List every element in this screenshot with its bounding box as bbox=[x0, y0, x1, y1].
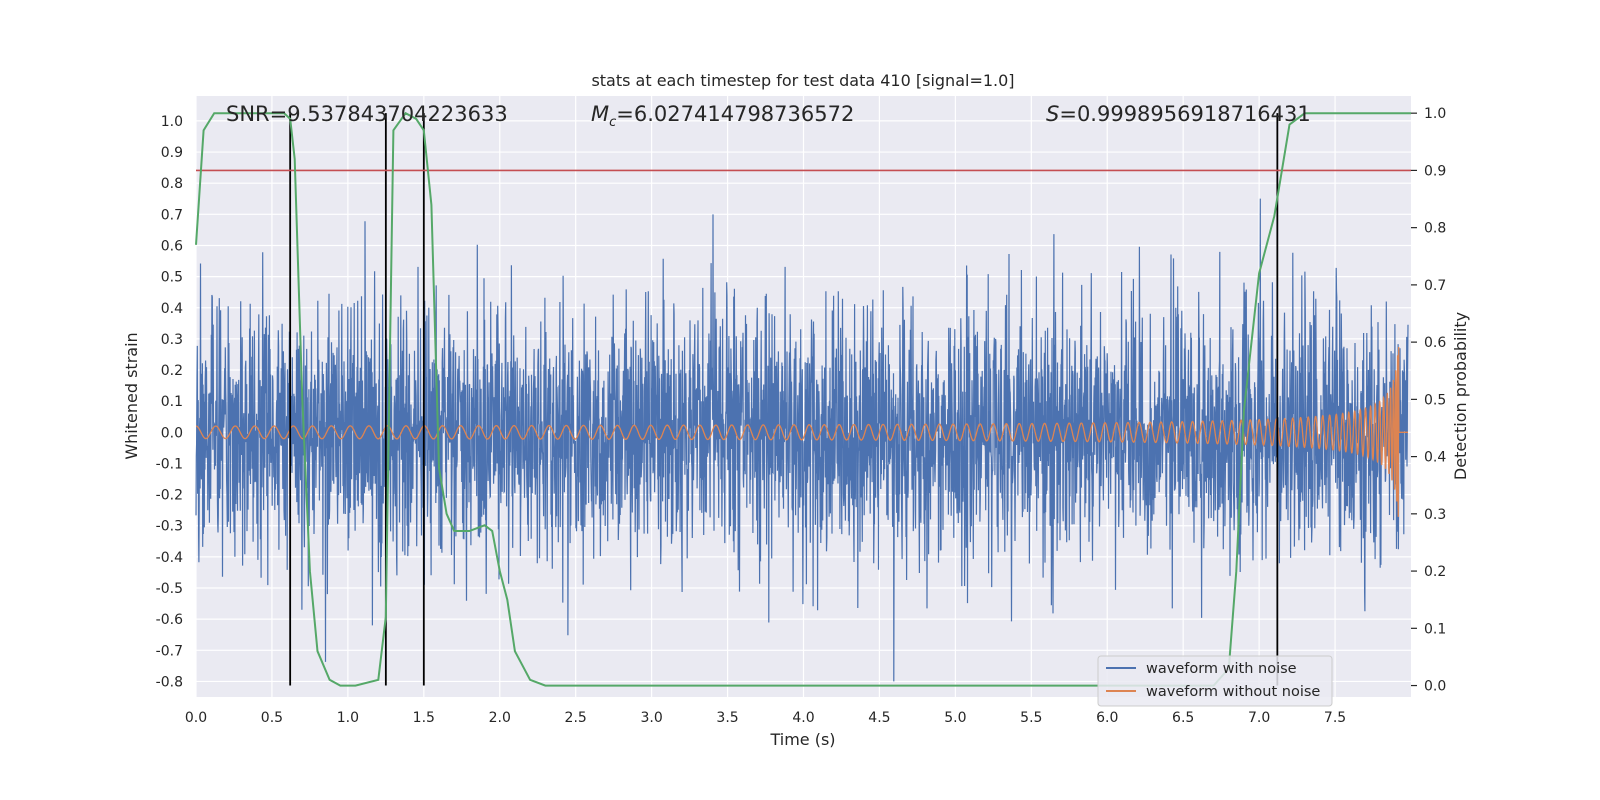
legend-box bbox=[1097, 655, 1333, 707]
x-tick-label-11: 5.5 bbox=[1020, 710, 1042, 726]
y-right-tick-label-1: 0.9 bbox=[1424, 163, 1446, 179]
y-right-tick-label-3: 0.7 bbox=[1424, 278, 1446, 294]
y-tick-label-17: -0.7 bbox=[156, 643, 183, 659]
chirp-mass-value: =6.027414798736572 bbox=[616, 102, 854, 126]
x-axis-ticks: 0.0 0.5 1.0 1.5 2.0 2.5 3.0 3.5 4.0 4.5 5.0 5.5 6.0 6… bbox=[185, 710, 1346, 726]
legend-label-chirp: waveform without noise bbox=[1146, 684, 1320, 700]
y-axis-label: Whitened strain bbox=[122, 332, 141, 459]
y-tick-label-6: 0.4 bbox=[161, 301, 183, 317]
y-tick-label-1: 0.9 bbox=[161, 145, 183, 161]
y-tick-label-11: -0.1 bbox=[156, 456, 183, 472]
y-right-tick-label-2: 0.8 bbox=[1424, 221, 1446, 237]
chirp-mass-symbol: M bbox=[591, 102, 609, 126]
y-tick-label-8: 0.2 bbox=[161, 363, 183, 379]
y-right-tick-label-8: 0.2 bbox=[1424, 564, 1446, 580]
chirp-trace bbox=[195, 346, 1408, 517]
chirp-mass-subscript: c bbox=[609, 115, 616, 130]
series-waveform-with-noise bbox=[195, 198, 1409, 682]
y-right-tick-label-0: 1.0 bbox=[1424, 106, 1446, 122]
y-right-tick-label-9: 0.1 bbox=[1424, 621, 1446, 637]
detection-stat-symbol: S bbox=[1046, 102, 1059, 126]
y-right-tick-label-5: 0.5 bbox=[1424, 392, 1446, 408]
x-tick-label-6: 3.0 bbox=[640, 710, 662, 726]
y-tick-label-7: 0.3 bbox=[161, 332, 183, 348]
y-right-tick-label-4: 0.6 bbox=[1424, 335, 1446, 351]
chirp-mass-annotation: Mc=6.027414798736572 bbox=[591, 102, 854, 130]
y-tick-label-12: -0.2 bbox=[156, 488, 183, 504]
noise-trace bbox=[195, 198, 1409, 682]
x-tick-label-0: 0.0 bbox=[185, 710, 207, 726]
x-tick-label-12: 6.0 bbox=[1096, 710, 1118, 726]
probability-curve bbox=[195, 111, 1411, 687]
y-right-axis-label: Detection probability bbox=[1451, 312, 1470, 480]
y-tick-label-15: -0.5 bbox=[156, 581, 183, 597]
y-right-tick-label-7: 0.3 bbox=[1424, 507, 1446, 523]
series-waveform-without-noise bbox=[195, 346, 1408, 517]
x-tick-label-7: 3.5 bbox=[716, 710, 738, 726]
y-tick-label-14: -0.4 bbox=[156, 550, 183, 566]
y-tick-label-18: -0.8 bbox=[156, 674, 183, 690]
y-tick-label-3: 0.7 bbox=[161, 207, 183, 223]
y-tick-label-16: -0.6 bbox=[156, 612, 183, 628]
x-tick-label-13: 6.5 bbox=[1172, 710, 1194, 726]
x-tick-label-14: 7.0 bbox=[1248, 710, 1270, 726]
detection-stat-annotation: S=0.9998956918716431 bbox=[1046, 102, 1311, 126]
series-detection-probability bbox=[195, 111, 1411, 687]
y-tick-label-0: 1.0 bbox=[161, 114, 183, 130]
x-tick-label-2: 1.0 bbox=[337, 710, 359, 726]
y-tick-label-4: 0.6 bbox=[161, 238, 183, 254]
y-tick-label-2: 0.8 bbox=[161, 176, 183, 192]
x-tick-label-8: 4.0 bbox=[792, 710, 814, 726]
x-axis-label: Time (s) bbox=[769, 730, 835, 749]
chart-title: stats at each timestep for test data 410… bbox=[591, 71, 1014, 90]
x-tick-label-3: 1.5 bbox=[413, 710, 435, 726]
y-tick-label-10: 0.0 bbox=[161, 425, 183, 441]
legend-label-noise: waveform with noise bbox=[1146, 661, 1297, 677]
legend: waveform with noise waveform without noi… bbox=[1097, 655, 1333, 707]
y-axis-ticks: 1.0 0.9 0.8 0.7 0.6 0.5 0.4 0.3 0.2 0.1 0.0 -0.1 -0.… bbox=[156, 114, 183, 691]
x-tick-label-10: 5.0 bbox=[944, 710, 966, 726]
x-tick-label-5: 2.5 bbox=[565, 710, 587, 726]
x-tick-label-1: 0.5 bbox=[261, 710, 283, 726]
y-tick-label-9: 0.1 bbox=[161, 394, 183, 410]
y-right-tick-label-6: 0.4 bbox=[1424, 450, 1446, 466]
snr-annotation: SNR=9.537843704223633 bbox=[226, 102, 508, 126]
y-right-tick-label-10: 0.0 bbox=[1424, 679, 1446, 695]
x-tick-label-9: 4.5 bbox=[868, 710, 890, 726]
y-tick-label-13: -0.3 bbox=[156, 519, 183, 535]
y-right-axis-ticks: 1.0 0.9 0.8 0.7 0.6 0.5 0.4 0.3 0.2 0.1 0.0 bbox=[1411, 106, 1446, 695]
detection-stat-value: =0.9998956918716431 bbox=[1059, 102, 1310, 126]
x-tick-label-15: 7.5 bbox=[1324, 710, 1346, 726]
x-tick-label-4: 2.0 bbox=[489, 710, 511, 726]
y-tick-label-5: 0.5 bbox=[161, 270, 183, 286]
